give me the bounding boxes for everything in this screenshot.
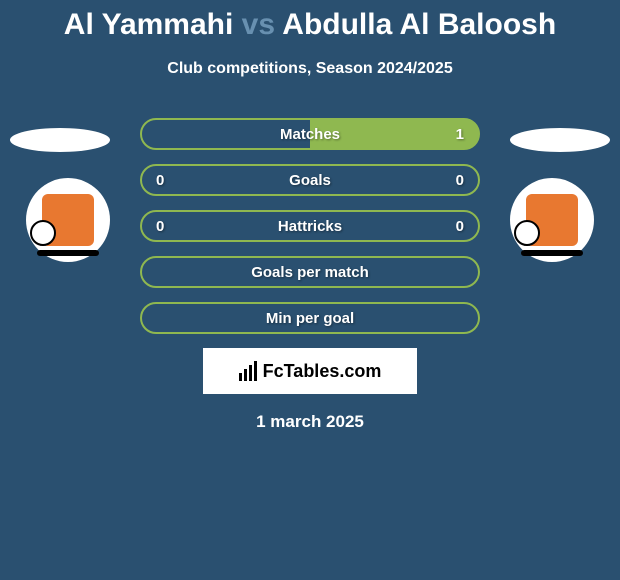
subtitle: Club competitions, Season 2024/2025 — [0, 60, 620, 78]
stat-value-right: 0 — [456, 172, 464, 189]
stat-label: Hattricks — [278, 218, 342, 235]
stat-row: 0 Goals 0 — [0, 164, 620, 196]
stat-pill-goals: 0 Goals 0 — [140, 164, 480, 196]
stat-value-left: 0 — [156, 218, 164, 235]
stat-pill-goals-per-match: Goals per match — [140, 256, 480, 288]
date-text: 1 march 2025 — [0, 412, 620, 432]
player2-name: Abdulla Al Baloosh — [282, 8, 556, 41]
stat-label: Matches — [280, 126, 340, 143]
stat-pill-hattricks: 0 Hattricks 0 — [140, 210, 480, 242]
stat-row: Goals per match — [0, 256, 620, 288]
stat-value-right: 1 — [456, 126, 464, 143]
chart-icon — [239, 361, 257, 381]
stat-label: Goals per match — [251, 264, 369, 281]
stat-pill-min-per-goal: Min per goal — [140, 302, 480, 334]
stats-container: Matches 1 0 Goals 0 0 Hattricks 0 Goals … — [0, 118, 620, 334]
comparison-title: Al Yammahi vs Abdulla Al Baloosh — [0, 0, 620, 42]
branding-text: FcTables.com — [263, 361, 382, 382]
stat-pill-matches: Matches 1 — [140, 118, 480, 150]
stat-label: Goals — [289, 172, 331, 189]
vs-separator: vs — [242, 8, 275, 41]
stat-row: 0 Hattricks 0 — [0, 210, 620, 242]
stat-value-left: 0 — [156, 172, 164, 189]
stat-row: Matches 1 — [0, 118, 620, 150]
stat-label: Min per goal — [266, 310, 354, 327]
branding-box: FcTables.com — [203, 348, 417, 394]
stat-value-right: 0 — [456, 218, 464, 235]
player1-name: Al Yammahi — [64, 8, 234, 41]
stat-row: Min per goal — [0, 302, 620, 334]
